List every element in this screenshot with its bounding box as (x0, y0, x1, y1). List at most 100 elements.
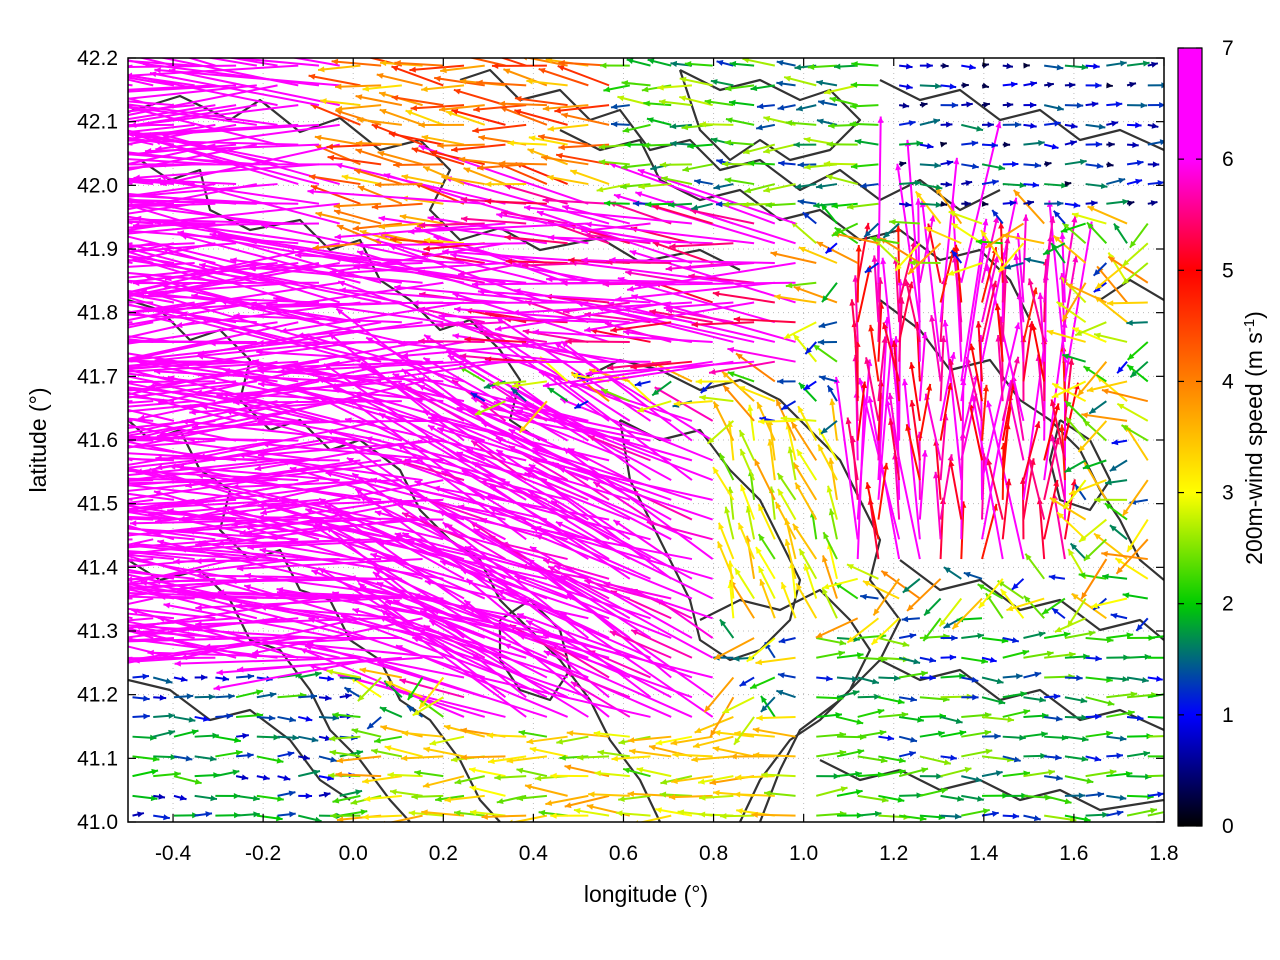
wind-vector-head (59, 374, 66, 380)
wind-vector (363, 794, 402, 801)
wind-vector-head (1151, 61, 1158, 68)
wind-vector-head (520, 563, 528, 570)
wind-vector-head (557, 65, 565, 71)
wind-vector-head (1040, 752, 1047, 759)
wind-vector (688, 274, 755, 284)
wind-vector-head (638, 183, 645, 190)
wind-vector-head (565, 338, 572, 345)
wind-vector (128, 511, 175, 521)
wind-vector (934, 471, 942, 540)
wind-vector-head (237, 476, 245, 484)
wind-vector-head (834, 227, 842, 234)
wind-vector (1028, 278, 1046, 343)
wind-vector-head (97, 661, 104, 667)
wind-vector-head (623, 329, 630, 336)
wind-vector-head (390, 789, 397, 796)
wind-vector-head (879, 729, 887, 736)
wind-vector-head (163, 602, 171, 609)
wind-vector (727, 347, 796, 363)
wind-vector-head (902, 102, 910, 109)
wind-vector-head (501, 210, 508, 217)
wind-vector-head (877, 116, 884, 123)
wind-vector-head (423, 746, 431, 753)
wind-vector-head (57, 608, 64, 614)
wind-vector (751, 813, 796, 817)
wind-vector-head (929, 656, 936, 663)
wind-vector (520, 564, 589, 580)
wind-vector-head (744, 187, 752, 194)
wind-vector-head (1068, 651, 1076, 658)
wind-vector-head (111, 480, 117, 486)
wind-vector (554, 104, 610, 113)
wind-vector-head (887, 392, 894, 400)
wind-vector (663, 301, 734, 309)
wind-vector-head (1119, 794, 1127, 801)
wind-vector-head (1024, 595, 1031, 603)
wind-vector (128, 359, 133, 363)
wind-vector-head (661, 175, 668, 182)
wind-vector-head (357, 694, 365, 702)
wind-vector-head (526, 78, 533, 85)
wind-vector-head (216, 391, 223, 398)
wind-vector (353, 265, 527, 284)
wind-vector-head (564, 802, 572, 809)
wind-vector-head (456, 406, 464, 413)
wind-vector (128, 218, 299, 225)
wind-vector-head (459, 78, 467, 85)
wind-vector-head (734, 730, 741, 737)
wind-vector-head (460, 215, 468, 223)
wind-vector (1049, 497, 1087, 521)
wind-vector (538, 370, 693, 422)
wind-vector-head (529, 746, 537, 753)
wind-vector-head (827, 385, 834, 393)
wind-vector-head (202, 715, 210, 722)
wind-vector-head (12, 316, 19, 322)
wind-vector-head (1053, 693, 1061, 700)
wind-vector-head (585, 370, 593, 377)
wind-vector-head (652, 389, 660, 396)
wind-vector-head (54, 424, 61, 430)
x-tick-label: 1.8 (1149, 842, 1178, 865)
wind-vector-head (9, 247, 15, 253)
wind-vector-head (132, 222, 140, 229)
wind-vector-head (242, 732, 249, 739)
wind-vector-head (504, 184, 512, 190)
wind-vector-head (936, 773, 943, 780)
wind-vector-head (9, 118, 16, 124)
wind-vector (236, 558, 423, 570)
wind-vector (560, 340, 693, 442)
wind-vector-head (871, 638, 879, 645)
wind-vector (128, 656, 195, 663)
wind-vector-head (1065, 400, 1072, 408)
wind-vector-head (28, 521, 35, 527)
wind-vector-head (94, 209, 101, 215)
wind-vector-head (168, 729, 176, 736)
wind-vector-head (1024, 257, 1032, 264)
x-tick-label: 1.2 (879, 842, 908, 865)
wind-vector-head (775, 502, 782, 510)
wind-vector-head (951, 102, 959, 109)
wind-vector-head (636, 766, 644, 773)
wind-vector (128, 220, 216, 225)
wind-vector-head (715, 201, 723, 208)
wind-vector-head (1081, 64, 1089, 71)
wind-vector-head (947, 454, 954, 461)
wind-vector (1121, 479, 1149, 517)
wind-vector-head (51, 628, 58, 634)
wind-vector-head (195, 558, 202, 565)
wind-vector-head (637, 168, 645, 175)
y-tick-label: 41.5 (77, 493, 118, 516)
wind-vector (1001, 356, 1020, 422)
wind-vector-head (355, 148, 363, 155)
wind-vector-head (9, 119, 16, 125)
wind-vector (472, 319, 631, 422)
wind-vector-head (31, 523, 38, 529)
wind-vector-head (401, 730, 409, 737)
wind-vector (866, 482, 880, 540)
wind-vector-head (363, 795, 371, 802)
wind-vector (411, 147, 465, 166)
wind-vector-head (777, 378, 784, 385)
wind-vector (128, 439, 278, 466)
wind-vector (380, 604, 548, 639)
wind-vector-head (339, 287, 346, 294)
